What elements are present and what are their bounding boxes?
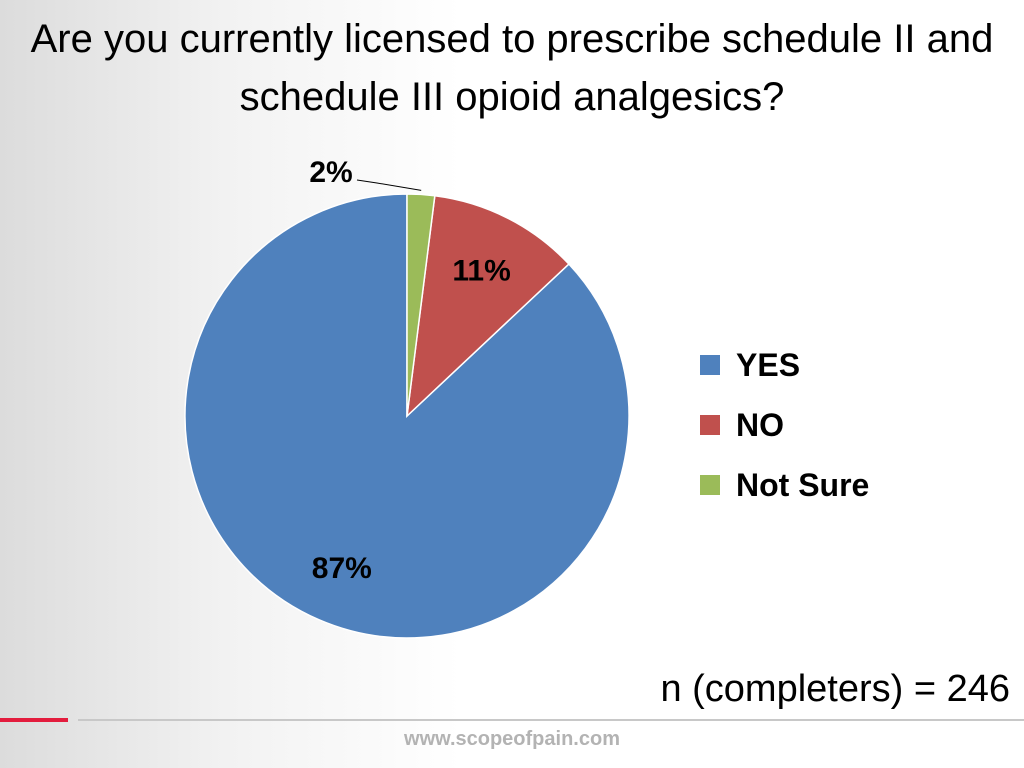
footer-accent-bar: [0, 718, 68, 722]
legend-item-yes: YES: [700, 335, 869, 395]
sample-size-note: n (completers) = 246: [660, 668, 1010, 710]
leader-line-not-sure: [356, 179, 422, 191]
footer-url: www.scopeofpain.com: [404, 728, 620, 750]
legend-swatch-no: [700, 415, 720, 435]
footer-rule: [78, 719, 1024, 721]
legend-label-not-sure: Not Sure: [736, 466, 870, 503]
legend-swatch-not-sure: [700, 475, 720, 495]
pie-slice-not-sure: [406, 193, 436, 417]
legend-label-no: NO: [736, 406, 784, 443]
legend-item-not-sure: Not Sure: [700, 455, 869, 515]
data-label-yes: 87%: [312, 552, 372, 585]
legend-swatch-yes: [700, 355, 720, 375]
legend-item-no: NO: [700, 395, 869, 455]
data-label-not-sure: 2%: [309, 156, 352, 189]
data-label-no: 11%: [452, 255, 510, 288]
pie-slice-no: [405, 194, 570, 418]
legend-label-yes: YES: [736, 346, 801, 383]
chart-legend: YES NO Not Sure: [700, 335, 869, 515]
pie-data-labels: 87% 11% 2%: [309, 156, 510, 585]
pie-slices: [184, 193, 630, 639]
slide-title: Are you currently licensed to prescribe …: [30, 17, 994, 119]
